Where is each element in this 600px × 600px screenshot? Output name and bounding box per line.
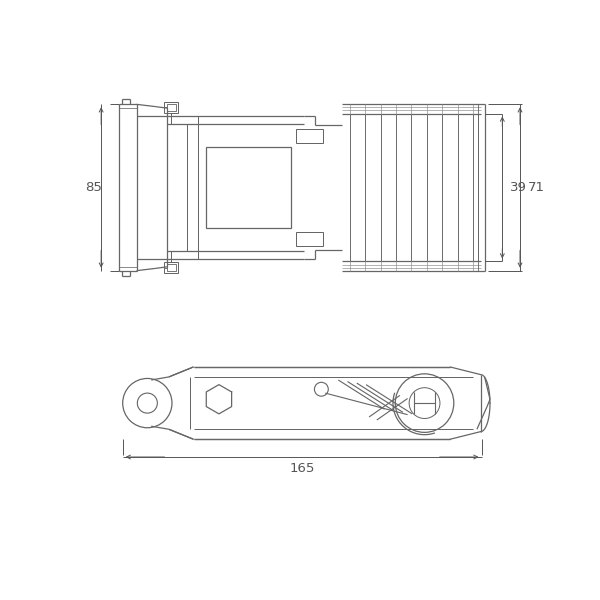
Bar (164, 262, 178, 273)
Bar (167, 104, 176, 110)
Bar (164, 102, 178, 113)
Bar (296, 232, 323, 246)
Bar (206, 146, 290, 229)
Text: 165: 165 (289, 461, 315, 475)
Bar (167, 265, 176, 271)
Bar (296, 129, 323, 143)
Text: 85: 85 (85, 181, 102, 194)
Text: 39: 39 (510, 181, 527, 194)
Text: 71: 71 (528, 181, 545, 194)
